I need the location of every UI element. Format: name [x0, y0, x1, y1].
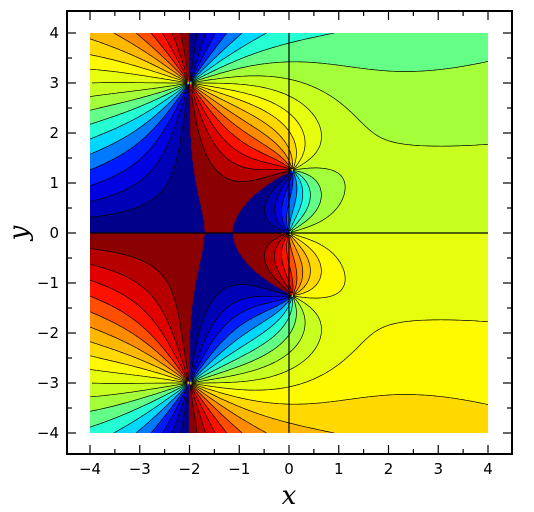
x-tick-label: −2	[178, 460, 200, 478]
contour-line	[90, 33, 304, 433]
y-tick-label: 4	[49, 24, 59, 42]
contour-line	[90, 33, 294, 433]
x-tick-label: 3	[433, 460, 443, 478]
y-tick-label: −4	[37, 424, 59, 442]
x-axis-label: x	[282, 481, 297, 511]
contour-line	[90, 33, 293, 433]
y-tick-label: 0	[49, 224, 59, 242]
contour-line	[90, 33, 292, 433]
contour-line	[90, 33, 292, 433]
x-tick-label: −4	[79, 460, 101, 478]
contour-line	[90, 33, 335, 428]
x-tick-label: 2	[384, 460, 394, 478]
x-tick-label: 1	[334, 460, 344, 478]
y-tick-label: −2	[37, 324, 59, 342]
y-axis-label: y	[4, 225, 34, 241]
contour-line	[90, 68, 488, 391]
x-tick-labels: −4 −3 −2 −1 0 1 2 3 4	[79, 460, 493, 478]
y-tick-label: 1	[49, 174, 59, 192]
contour-line	[90, 33, 298, 433]
y-tick-label: 3	[49, 74, 59, 92]
x-tick-label: 0	[284, 460, 294, 478]
x-tick-label: −1	[228, 460, 250, 478]
contour-line	[90, 33, 292, 433]
y-tick-labels: −4 −3 −2 −1 0 1 2 3 4	[37, 24, 59, 442]
contour-line	[92, 82, 322, 384]
contour-lines	[90, 33, 488, 433]
axis-ticks	[67, 11, 512, 454]
contour-line	[90, 75, 488, 398]
contour-line	[90, 61, 488, 412]
contour-line	[90, 54, 488, 405]
contour-line	[90, 33, 292, 433]
x-tick-label: −3	[129, 460, 151, 478]
y-tick-label: 2	[49, 124, 59, 142]
contour-line	[90, 38, 335, 433]
contour-line	[90, 33, 293, 433]
x-tick-label: 4	[483, 460, 493, 478]
y-tick-label: −1	[37, 274, 59, 292]
y-tick-label: −3	[37, 374, 59, 392]
contour-line	[90, 33, 298, 433]
